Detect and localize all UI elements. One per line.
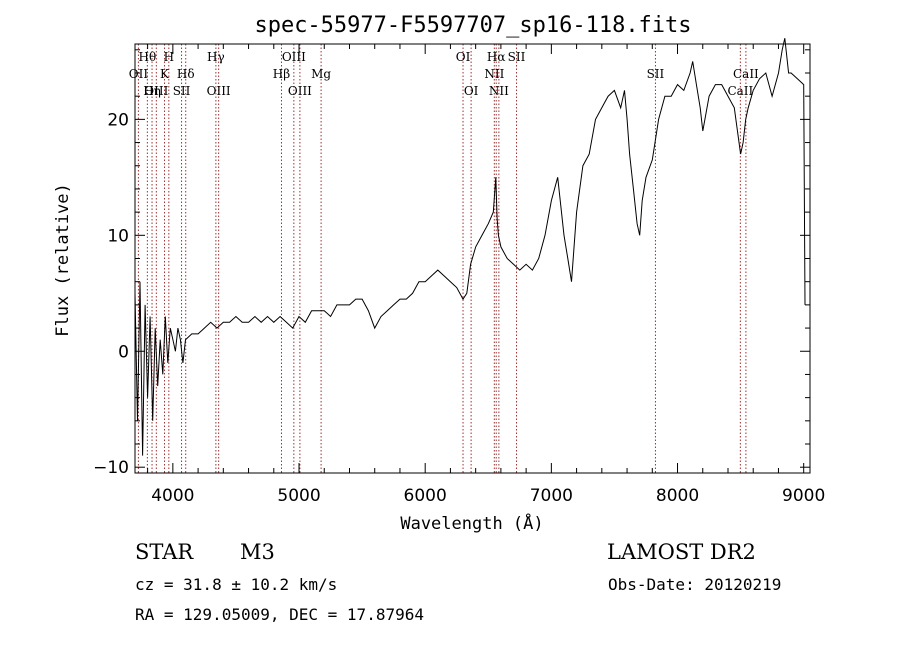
survey-name: LAMOST DR2 (607, 540, 756, 564)
y-tick-label: 10 (107, 226, 129, 246)
spectrum-line (134, 38, 806, 456)
spectral-line-label: Hθ (139, 50, 157, 64)
x-axis-ticks: 4000 5000 6000 7000 8000 9000 (147, 44, 825, 506)
spectral-line-markers (137, 44, 747, 473)
spectral-line-label: OII (129, 67, 149, 81)
x-axis-label: Wavelength (Å) (400, 512, 543, 534)
spectral-line-label: Hδ (177, 67, 195, 81)
spectral-line-label: SII (647, 67, 665, 81)
spectral-line-label: NII (484, 67, 504, 81)
spectral-line-label: Hα (487, 50, 506, 64)
x-tick-label: 9000 (782, 486, 825, 506)
spectral-line-label: OIII (207, 84, 231, 98)
spectral-line-label: H (164, 50, 174, 64)
y-tick-label: −10 (93, 458, 129, 478)
spectral-line-label: K (160, 67, 170, 81)
spectral-line-label: SII (508, 50, 526, 64)
coordinates: RA = 129.05009, DEC = 17.87964 (135, 605, 424, 624)
redshift-cz: cz = 31.8 ± 10.2 km/s (135, 575, 338, 594)
x-tick-label: 8000 (656, 486, 699, 506)
spectral-line-label: Hγ (207, 50, 225, 64)
y-tick-label: 20 (107, 110, 129, 130)
spectral-line-label: NII (489, 84, 509, 98)
spectral-line-label: SII (173, 84, 191, 98)
spectral-line-label: OI (464, 84, 479, 98)
x-tick-label: 5000 (277, 486, 320, 506)
y-tick-label: 0 (118, 342, 129, 362)
object-class: STAR (135, 540, 194, 564)
spectral-line-label: CaII (733, 67, 759, 81)
y-axis-label: Flux (relative) (53, 183, 73, 337)
spectral-line-label: CaII (727, 84, 753, 98)
spectral-line-label: OIII (288, 84, 312, 98)
y-axis-ticks: −10 0 10 20 (93, 49, 810, 478)
object-subclass: M3 (240, 540, 275, 564)
spectral-line-label: OI (456, 50, 471, 64)
spectral-line-label: Hη (143, 84, 161, 98)
observation-date: Obs-Date: 20120219 (608, 575, 782, 594)
spectral-line-label: OIII (144, 84, 168, 98)
chart-title: spec-55977-F5597707_sp16-118.fits (254, 13, 691, 38)
spectral-line-label: Mg (311, 67, 331, 81)
x-tick-label: 6000 (404, 486, 447, 506)
x-tick-label: 7000 (530, 486, 573, 506)
x-tick-label: 4000 (151, 486, 194, 506)
spectral-line-label: Hβ (273, 67, 290, 81)
spectral-line-label: OIII (282, 50, 306, 64)
spectrum-series (134, 38, 806, 456)
